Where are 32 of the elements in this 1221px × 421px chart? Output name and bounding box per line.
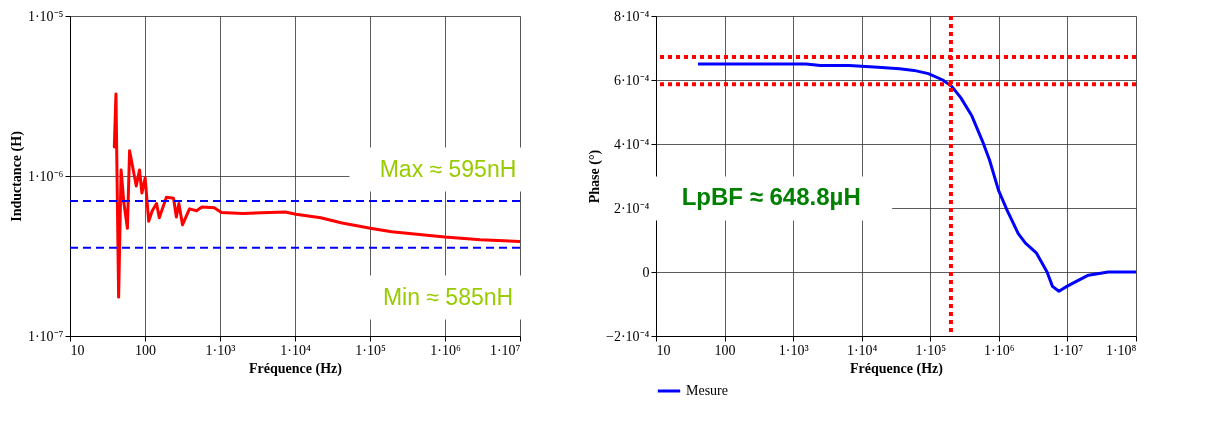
x-tick-label: 1·10⁵ — [915, 342, 947, 358]
y-tick-label: 0 — [642, 264, 650, 280]
y-tick-label: 1·10⁻⁵ — [27, 8, 64, 24]
x-tick-label: 1·10⁵ — [355, 342, 386, 358]
x-tick-label: 1·10⁷ — [489, 342, 521, 358]
x-tick-label: 100 — [135, 342, 156, 358]
x-axis-title: Fréquence (Hz) — [850, 360, 944, 377]
x-tick-label: 100 — [714, 342, 736, 358]
x-axis-title: Fréquence (Hz) — [249, 360, 343, 377]
x-tick-label: 10 — [70, 342, 85, 358]
x-tick-label: 1·10⁶ — [430, 342, 461, 358]
y-tick-label: 8·10⁻⁴ — [613, 8, 650, 24]
x-tick-label: 1·10⁴ — [280, 342, 311, 358]
legend-label: Mesure — [686, 383, 728, 398]
y-tick-label: 2·10⁻⁴ — [613, 200, 650, 216]
y-axis-title: Phase (°) — [587, 149, 604, 204]
x-tick-label: 1·10⁴ — [846, 342, 878, 358]
y-tick-label: 6·10⁻⁴ — [613, 72, 650, 88]
y-axis-title: Inductance (H) — [8, 130, 25, 222]
annotation: Min ≈ 585nH — [382, 283, 514, 310]
annotation: Max ≈ 595nH — [379, 155, 517, 182]
x-tick-label: 1·10³ — [205, 342, 236, 358]
x-tick-label: 1·10³ — [778, 342, 809, 358]
y-tick-label: 1·10⁻⁷ — [27, 328, 64, 344]
annotation: LpBF ≈ 648.8µH — [681, 183, 861, 211]
x-tick-label: 10 — [656, 342, 671, 358]
x-tick-label: 1·10⁷ — [1052, 342, 1084, 358]
x-tick-label: 1·10⁶ — [984, 342, 1015, 358]
y-tick-label: 1·10⁻⁶ — [27, 168, 64, 184]
y-tick-label: −2·10⁻⁴ — [606, 328, 650, 344]
x-tick-label: 1·10⁸ — [1105, 342, 1137, 358]
y-tick-label: 4·10⁻⁴ — [613, 136, 650, 152]
